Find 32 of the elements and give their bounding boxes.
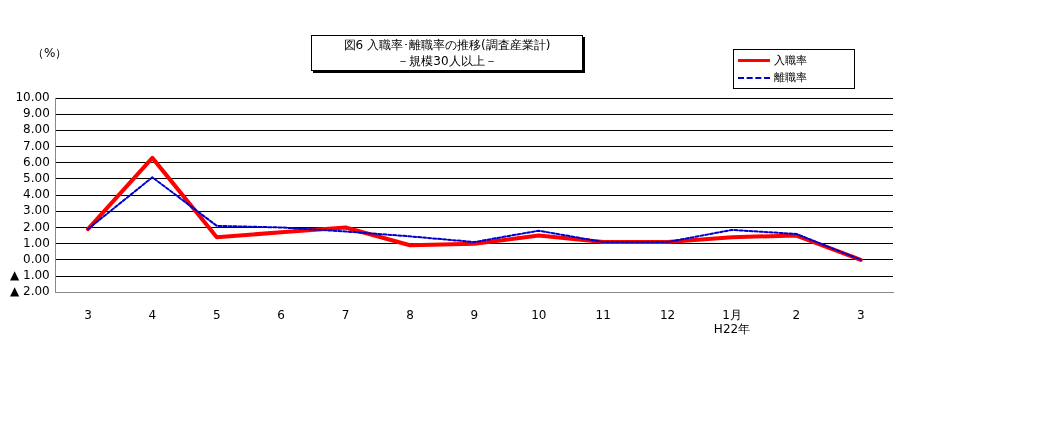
y-tick-label: 10.00 bbox=[15, 90, 50, 105]
y-tick-label: 7.00 bbox=[23, 138, 50, 153]
x-tick-label: 3 bbox=[856, 307, 865, 322]
y-tick-label: 9.00 bbox=[23, 106, 50, 121]
y-tick-label: 5.00 bbox=[23, 171, 50, 186]
x-tick-label: 8 bbox=[406, 307, 414, 322]
y-tick-label: 6.00 bbox=[23, 154, 50, 169]
x-tick-label: 12 bbox=[659, 307, 676, 322]
x-tick-label: 1月 H22年 bbox=[713, 307, 751, 336]
y-tick-label: 4.00 bbox=[23, 187, 50, 202]
x-tick-label: 6 bbox=[277, 307, 285, 322]
y-tick-label: 0.00 bbox=[23, 251, 50, 266]
y-tick-label: 2.00 bbox=[23, 219, 50, 234]
y-tick-label: 3.00 bbox=[23, 203, 50, 218]
x-tick-label: 3 bbox=[84, 307, 92, 322]
y-tick-label: 1.00 bbox=[23, 235, 50, 250]
x-tick-label: 4 bbox=[148, 307, 157, 322]
y-tick-label: ▲ 1.00 bbox=[10, 268, 50, 283]
chart-title: 図6 入職率･離職率の推移(調査産業計) bbox=[342, 37, 552, 53]
x-tick-label: 10 bbox=[531, 307, 547, 322]
x-tick-label: 9 bbox=[470, 307, 479, 322]
x-tick-label: 5 bbox=[212, 307, 221, 322]
x-tick-label: 7 bbox=[341, 307, 350, 322]
y-axis-title: （%） bbox=[32, 45, 68, 62]
x-tick-label: 11 bbox=[595, 307, 611, 322]
x-tick-label: 2 bbox=[792, 307, 801, 322]
y-tick-label: 8.00 bbox=[23, 122, 50, 137]
line-series bbox=[86, 176, 862, 261]
legend-label: 離職率 bbox=[774, 70, 807, 85]
chart-subtitle: －規模30人以上－ bbox=[396, 53, 498, 69]
y-tick-label: ▲ 2.00 bbox=[10, 284, 50, 299]
legend-label: 入職率 bbox=[774, 53, 807, 68]
